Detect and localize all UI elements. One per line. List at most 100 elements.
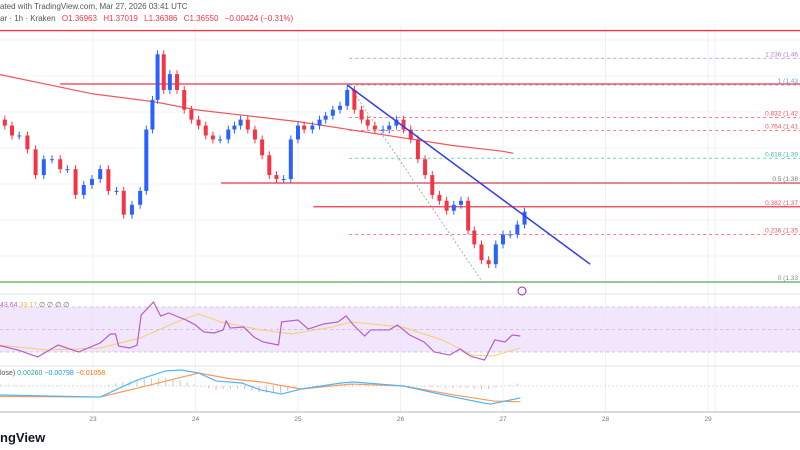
candle-body [394,119,399,126]
fib-level-label: 0.382 (1.37 [765,200,798,207]
candle-body [515,224,520,235]
candle-body [25,135,30,150]
ohlc-close: C1.36550 [183,14,219,23]
candle-body [296,125,300,140]
price-chart[interactable]: 1.236 (1.46 1 (1.43 0.832 (1.42 0.764 (1.41… [0,0,800,425]
macd-line [0,369,521,405]
macd-source: lose) [0,370,16,377]
candle-body [387,125,392,130]
candle-body [196,119,201,126]
candle-body [352,89,357,110]
candle-body [522,211,527,225]
candle-body [245,119,250,130]
ohlc-change: −0.00424 (−0.31%) [224,14,294,23]
candle-body [466,200,471,231]
candle-body [381,129,386,131]
candle-body [114,190,119,192]
ohlc-high: H1.37019 [103,14,138,23]
rsi-empty: ∅ [47,302,54,309]
candle-body [423,159,428,176]
candle-body [444,200,449,211]
candle-body [150,99,155,130]
moving-average-line [0,73,514,154]
candle-body [189,109,194,120]
candle-body [288,139,293,180]
candle-body [210,135,215,140]
fib-anchor-line [348,85,483,283]
candle-body [501,234,505,245]
time-axis-tick: 29 [704,416,712,423]
macd-value: −0.00798 [44,370,74,377]
candle-body [458,200,463,205]
time-axis-tick: 23 [89,416,97,423]
rsi-empty: ∅ [63,302,70,309]
candle-body [218,139,223,141]
macd-histogram-value: 0.00260 [17,370,43,377]
candle-body [415,139,420,160]
time-axis-tick: 28 [602,416,610,423]
candle-body [365,119,370,126]
candle-body [144,129,149,191]
candle-body [317,119,322,126]
time-axis-tick: 27 [499,416,507,423]
candle-body [252,129,257,140]
candle-body [50,159,54,161]
macd-legend: lose) 0.00260 −0.00798 −0.01058 [0,370,105,377]
candle-body [81,184,86,195]
candle-body [167,74,172,90]
candle-body [408,129,413,140]
rsi-empty: ∅ [55,302,62,309]
candle-body [274,175,279,180]
candle-body [338,105,343,110]
fib-level-label: 0.236 (1.35 [765,227,798,234]
candle-body [73,169,78,195]
candle-body [65,169,70,171]
candle-body [310,125,315,130]
macd-signal-value: −0.01058 [75,370,106,377]
candle-body [226,129,231,140]
candle-body [129,204,134,215]
fib-level-label: 0.618 (1.39 [765,151,798,158]
candle-body [345,89,350,106]
fib-level-label: 1.236 (1.46 [765,51,798,58]
candle-body [486,260,491,265]
candles [2,50,527,269]
candle-body [41,159,46,176]
candle-body [451,204,456,211]
ohlc-open: O1.36963 [61,14,97,23]
candle-body [260,139,265,156]
candle-body [437,194,442,201]
candle-body [121,190,126,215]
rsi-ma-line [0,313,521,357]
candle-body [138,190,143,205]
candle-body [281,179,286,181]
rsi-value: 43.64 [0,302,18,309]
fib-level-label: 0.764 (1.41 [765,124,798,131]
candle-body [508,234,513,236]
candle-body [33,149,38,176]
candle-body [2,119,7,126]
symbol-info: ar · 1h · Kraken [0,14,56,23]
fib-level-label: 0.832 (1.42 [765,111,798,118]
candle-body [302,125,307,130]
candle-body [182,89,187,110]
macd-signal-line [0,372,521,403]
candle-body [372,125,377,130]
candle-body [175,74,180,90]
symbol-legend[interactable]: ar · 1h · Kraken O1.36963 H1.37019 L1.36… [0,14,293,23]
candle-body [359,109,364,120]
rsi-legend: 43.64 33.17 ∅ ∅ ∅ ∅ [0,301,69,309]
candle-body [238,119,243,126]
candle-body [155,54,160,100]
time-axis-tick: 25 [294,416,302,423]
fib-level-label: 0.5 (1.38 [772,176,798,183]
candle-body [89,179,94,185]
candle-body [161,54,166,90]
candle-body [10,125,15,136]
candle-body [267,155,272,176]
candle-body [58,159,63,170]
replay-icon [517,286,527,296]
time-axis-tick: 24 [192,416,200,423]
tradingview-watermark: ngView [0,430,46,445]
candle-body [203,125,208,136]
